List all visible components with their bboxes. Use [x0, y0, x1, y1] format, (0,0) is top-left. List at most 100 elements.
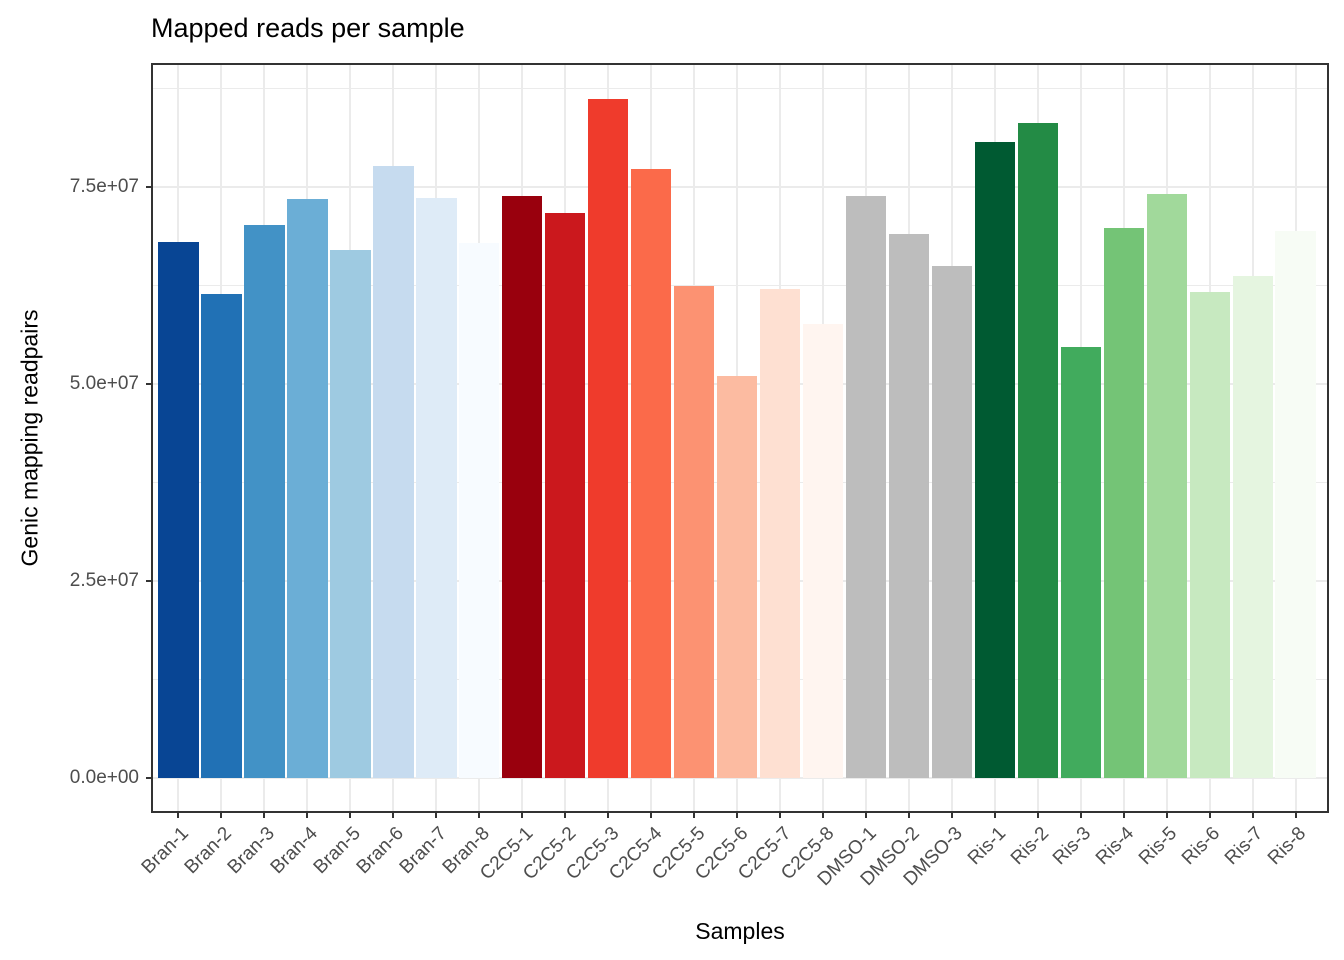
bar-slot: C2C5-7 — [734, 65, 802, 884]
bar-DMSO-2 — [888, 233, 930, 779]
x-axis-tick — [521, 811, 524, 818]
bar-Bran-6 — [373, 166, 414, 779]
x-axis-title: Samples — [695, 918, 785, 944]
bar-slot: DMSO-3 — [900, 65, 973, 890]
x-axis-tick — [864, 811, 867, 818]
x-axis-tick — [392, 811, 395, 818]
bar-Bran-7 — [416, 197, 457, 779]
y-major-gridline — [153, 186, 1327, 189]
bar-slot: Ris-3 — [1049, 65, 1102, 869]
y-axis-tick-label: 7.5e+07 — [69, 176, 139, 198]
x-axis-tick — [263, 811, 266, 818]
y-axis-tick — [146, 383, 153, 386]
bar-slot: Bran-5 — [310, 65, 372, 878]
bar-Ris-5 — [1146, 193, 1187, 779]
x-axis-tick-label: Ris-7 — [1221, 823, 1268, 870]
x-axis-tick — [220, 811, 223, 818]
bar-slot: Ris-5 — [1135, 65, 1188, 869]
x-axis-tick-label: Ris-1 — [963, 823, 1010, 870]
bar-Ris-4 — [1103, 228, 1144, 779]
y-minor-gridline — [153, 284, 1327, 286]
bar-slot: DMSO-2 — [857, 65, 930, 890]
y-axis-tick-label: 5.0e+07 — [69, 373, 139, 395]
bar-Ris-2 — [1017, 122, 1059, 779]
x-axis-tick-label: Bran-5 — [310, 823, 366, 879]
bar-slot: Bran-2 — [181, 65, 243, 878]
bar-slot: Bran-4 — [267, 65, 329, 878]
bars-container: Bran-1 Bran-2 Bran-3 Bran-4 Bran-5 Bran-6 Bran… — [138, 65, 1327, 890]
x-axis-tick-label: Bran-1 — [138, 823, 194, 879]
bar-C2C5-6 — [716, 376, 758, 779]
x-axis-tick-label: Ris-3 — [1049, 823, 1096, 870]
bar-C2C5-1 — [502, 196, 543, 779]
x-axis-tick — [1036, 811, 1039, 818]
bar-Ris-6 — [1189, 292, 1230, 779]
x-axis-tick — [736, 811, 739, 818]
bar-Bran-3 — [244, 225, 285, 779]
bar-Ris-1 — [974, 142, 1016, 779]
bar-C2C5-5 — [673, 285, 715, 779]
bar-Ris-7 — [1232, 275, 1273, 779]
bar-slot: C2C5-2 — [519, 65, 587, 884]
x-axis-tick — [177, 811, 180, 818]
x-axis-tick — [650, 811, 653, 818]
x-axis-tick-label: Ris-6 — [1178, 823, 1225, 870]
x-axis-tick — [306, 811, 309, 818]
bar-slot: DMSO-1 — [814, 65, 888, 890]
x-axis-tick — [1079, 811, 1082, 818]
bar-slot: Bran-8 — [439, 65, 501, 878]
x-axis-tick-label: Ris-8 — [1264, 823, 1311, 870]
x-axis-tick-label: Bran-2 — [181, 823, 237, 879]
x-axis-tick-label: Bran-4 — [267, 823, 323, 879]
bar-slot: C2C5-3 — [562, 65, 630, 884]
bar-slot: Ris-6 — [1178, 65, 1231, 869]
x-axis-tick — [435, 811, 438, 818]
bar-slot: Ris-1 — [964, 65, 1016, 869]
x-axis-tick — [1165, 811, 1168, 818]
bar-C2C5-4 — [630, 169, 672, 779]
bar-slot: Bran-3 — [224, 65, 286, 878]
bar-slot: C2C5-4 — [605, 65, 673, 884]
bar-Bran-2 — [201, 293, 242, 779]
x-axis-tick-label: Bran-6 — [353, 823, 409, 879]
x-axis-tick — [907, 811, 910, 818]
bar-C2C5-2 — [545, 212, 586, 779]
y-axis-tick-label: 0.0e+00 — [69, 767, 139, 789]
bar-slot: Ris-4 — [1092, 65, 1145, 869]
x-axis-tick-label: Ris-2 — [1006, 823, 1053, 870]
bar-DMSO-3 — [931, 266, 973, 779]
x-axis-tick — [478, 811, 481, 818]
y-minor-gridline — [153, 87, 1327, 89]
y-axis-tick-label: 2.5e+07 — [69, 570, 139, 592]
bar-slot: C2C5-6 — [691, 65, 759, 884]
bar-slot: Ris-8 — [1264, 65, 1317, 869]
y-axis-tick — [146, 777, 153, 780]
bar-C2C5-7 — [759, 288, 801, 779]
y-major-gridline — [153, 777, 1327, 780]
bar-slot: C2C5-5 — [648, 65, 716, 884]
x-axis-tick-label: Ris-4 — [1092, 823, 1139, 870]
bar-slot: C2C5-8 — [777, 65, 845, 884]
x-axis-tick — [779, 811, 782, 818]
x-axis-tick — [1122, 811, 1125, 818]
bar-Bran-8 — [459, 243, 500, 779]
bar-slot: Bran-1 — [138, 65, 200, 878]
bar-Ris-8 — [1275, 231, 1316, 779]
y-axis-title: Genic mapping readpairs — [16, 309, 43, 567]
bar-DMSO-1 — [845, 196, 887, 779]
bar-slot: Bran-7 — [396, 65, 458, 878]
bar-Bran-4 — [287, 199, 328, 779]
bar-Bran-5 — [330, 250, 371, 779]
chart-title: Mapped reads per sample — [151, 13, 465, 43]
bar-Ris-3 — [1060, 347, 1102, 779]
bar-Bran-1 — [158, 241, 199, 779]
bar-slot: C2C5-1 — [476, 65, 544, 884]
x-axis-tick-label: Bran-7 — [395, 823, 452, 879]
bar-slot: Ris-2 — [1007, 65, 1059, 869]
bar-slot: Bran-6 — [353, 65, 415, 878]
x-axis-tick — [349, 811, 352, 818]
x-axis-tick — [950, 811, 953, 818]
bar-slot: Ris-7 — [1221, 65, 1274, 869]
x-axis-tick-label: Bran-3 — [224, 823, 280, 879]
